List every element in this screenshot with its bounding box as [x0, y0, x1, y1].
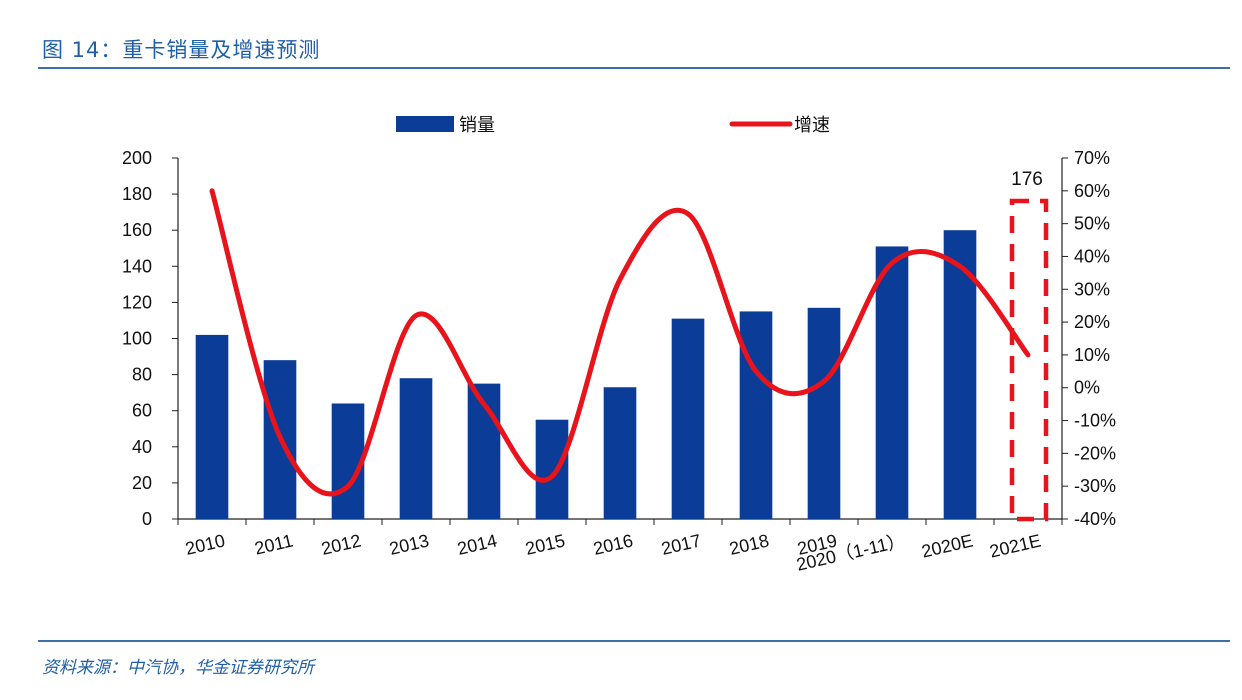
- right-tick-label: 40%: [1074, 246, 1110, 266]
- left-tick-label: 80: [132, 365, 152, 385]
- left-tick-label: 140: [122, 256, 152, 276]
- growth-line-path: [209, 188, 1031, 497]
- x-tick-label-2014: 2014: [455, 530, 499, 558]
- x-tick-label-2018: 2018: [727, 530, 771, 558]
- bar-2019: [807, 307, 841, 519]
- right-tick-label: -30%: [1074, 476, 1116, 496]
- annotation-label: 176: [1011, 169, 1043, 190]
- right-tick-label: -40%: [1074, 509, 1116, 529]
- left-tick-label: 60: [132, 401, 152, 421]
- bar-2020（1-11）: [875, 246, 909, 519]
- x-tick-label-2010: 2010: [183, 530, 227, 558]
- left-tick-label: 200: [122, 148, 152, 168]
- axes: 0 20 40 60 80 100 120 140 160 180 200 -40% -30% -20% -…: [122, 148, 1116, 529]
- right-tick-label: 30%: [1074, 279, 1110, 299]
- right-tick-label: 10%: [1074, 345, 1110, 365]
- right-tick-label: -20%: [1074, 443, 1116, 463]
- bars: [195, 230, 977, 519]
- legend-label-bar: 销量: [459, 115, 495, 136]
- top-rule: [38, 67, 1230, 69]
- bar-2012: [331, 403, 365, 519]
- x-tick-labels: 2010 2011 2012 2013 2014 2015 2016 2017 2018 2019…: [183, 530, 1043, 574]
- bar-2017: [671, 318, 705, 519]
- left-tick-label: 120: [122, 292, 152, 312]
- right-tick-label: 0%: [1074, 378, 1100, 398]
- right-tick-label: -10%: [1074, 411, 1116, 431]
- x-tick-label-2020E: 2020E: [920, 530, 975, 561]
- bar-2010: [195, 334, 229, 519]
- bar-2016: [603, 387, 637, 519]
- right-tick-label: 70%: [1074, 148, 1110, 168]
- growth-line: [209, 188, 1031, 497]
- highlight-box: 176: [1009, 169, 1049, 522]
- left-tick-label: 40: [132, 437, 152, 457]
- right-tick-label: 60%: [1074, 181, 1110, 201]
- legend: 销量 增速: [396, 115, 830, 136]
- bar-2018: [739, 311, 773, 519]
- left-tick-label: 0: [142, 509, 152, 529]
- left-tick-label: 20: [132, 473, 152, 493]
- x-tick-label-2016: 2016: [591, 530, 635, 558]
- bar-2015: [535, 419, 569, 519]
- x-tick-label-2013: 2013: [387, 530, 431, 558]
- x-tick-label-2021E: 2021E: [988, 530, 1043, 561]
- right-tick-label: 20%: [1074, 312, 1110, 332]
- legend-swatch-bar: [396, 116, 454, 132]
- figure-title: 图 14：重卡销量及增速预测: [42, 38, 321, 62]
- x-tick-label-2011: 2011: [253, 530, 295, 558]
- right-tick-label: 50%: [1074, 214, 1110, 234]
- left-tick-label: 160: [122, 220, 152, 240]
- x-tick-label-2015: 2015: [523, 530, 567, 558]
- highlight-dashed-box: [1009, 198, 1049, 522]
- bar-2013: [399, 378, 433, 519]
- x-tick-label-2017: 2017: [659, 530, 703, 558]
- x-tick-label-2012: 2012: [319, 530, 363, 558]
- legend-label-line: 增速: [794, 115, 830, 136]
- bottom-rule: [38, 640, 1230, 642]
- left-tick-label: 180: [122, 184, 152, 204]
- source-note: 资料来源：中汽协，华金证券研究所: [42, 658, 314, 678]
- left-tick-label: 100: [122, 329, 152, 349]
